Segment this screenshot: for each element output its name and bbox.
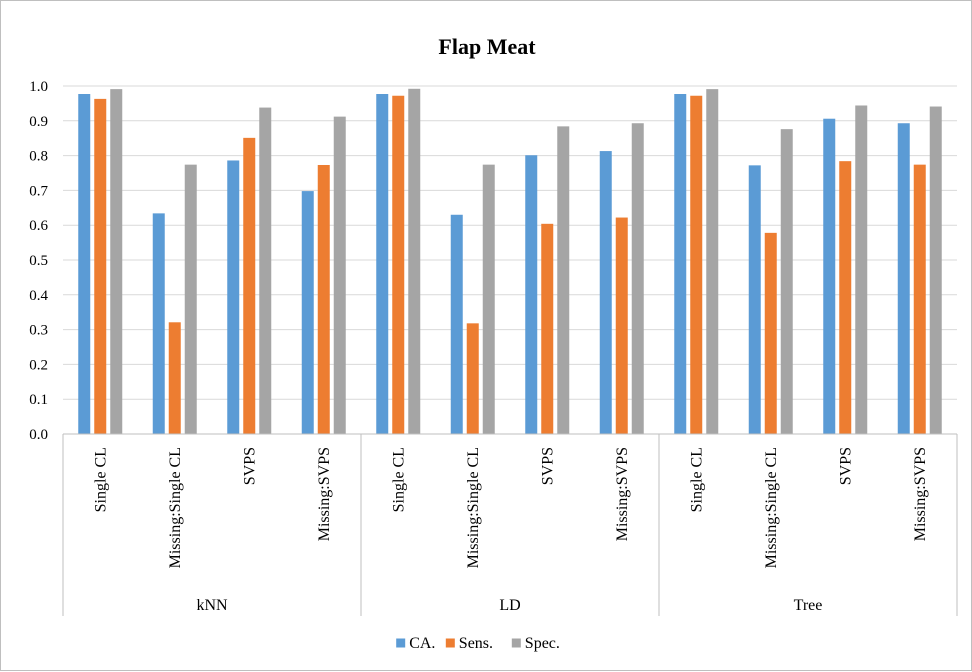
bar — [94, 98, 107, 434]
bars — [78, 88, 942, 435]
bar — [541, 223, 554, 434]
bar — [450, 214, 463, 434]
legend-swatch — [445, 638, 455, 648]
legend-swatch — [511, 638, 521, 648]
y-tick-label: 0.0 — [29, 427, 48, 443]
x-group-label: LD — [499, 597, 520, 614]
bar — [913, 164, 926, 434]
bar — [780, 129, 793, 435]
x-group-label: kNN — [196, 597, 228, 614]
legend-label: Spec. — [525, 635, 560, 652]
bar — [674, 94, 687, 434]
bar — [376, 94, 389, 434]
bar — [152, 213, 165, 434]
y-tick-label: 0.2 — [29, 357, 48, 373]
x-category-label: Missing:SVPS — [614, 447, 631, 541]
y-tick-label: 0.9 — [29, 114, 48, 130]
legend-label: CA. — [409, 635, 435, 652]
bar — [706, 89, 719, 434]
gridlines — [63, 85, 957, 435]
bar — [897, 123, 910, 435]
bar — [317, 164, 330, 434]
bar — [839, 161, 852, 434]
bar — [615, 217, 628, 434]
legend-swatch — [396, 638, 406, 648]
y-tick-label: 0.6 — [29, 218, 48, 234]
bar — [243, 137, 256, 435]
bar — [168, 322, 181, 434]
x-category-label: Single CL — [92, 447, 109, 512]
bar — [78, 94, 91, 434]
bar — [599, 151, 612, 435]
y-tick-label: 0.5 — [29, 253, 48, 269]
legend-label: Sens. — [459, 635, 493, 652]
bar — [301, 191, 314, 434]
bar — [466, 323, 479, 434]
bar — [557, 126, 570, 435]
y-tick-label: 1.0 — [29, 79, 48, 95]
axes: 0.0 0.1 0.2 0.3 0.4 0.5 0.6 0.7 0.8 0.9 1.0 Single … — [29, 79, 958, 616]
bar — [482, 164, 495, 434]
x-group-label: Tree — [794, 597, 823, 614]
bar — [823, 118, 836, 434]
x-category-label: SVPS — [539, 447, 556, 485]
x-category-label: SVPS — [241, 447, 258, 485]
x-category-label: Single CL — [688, 447, 705, 512]
bar — [690, 95, 703, 434]
bar — [408, 88, 421, 434]
y-tick-label: 0.3 — [29, 323, 48, 339]
bar — [764, 232, 777, 434]
bar — [227, 160, 240, 435]
bar — [631, 123, 644, 435]
y-tick-label: 0.4 — [29, 288, 48, 304]
x-category-label: Single CL — [390, 447, 407, 512]
x-category-label: SVPS — [837, 447, 854, 485]
bar — [392, 95, 405, 434]
x-category-label: Missing:Single CL — [465, 447, 482, 568]
y-tick-label: 0.1 — [29, 392, 48, 408]
bar — [929, 106, 942, 435]
x-category-label: Missing:Single CL — [167, 447, 184, 568]
legend: CA. Sens. Spec. — [396, 635, 560, 652]
y-tick-label: 0.8 — [29, 149, 48, 165]
x-category-label: Missing:SVPS — [912, 447, 929, 541]
bar — [184, 164, 197, 434]
bar — [110, 89, 123, 434]
chart-title: Flap Meat — [438, 34, 536, 59]
x-category-label: Missing:Single CL — [763, 447, 780, 568]
bar — [748, 165, 761, 434]
y-tick-label: 0.7 — [29, 183, 48, 199]
bar — [525, 155, 538, 434]
bar — [855, 105, 868, 434]
x-category-label: Missing:SVPS — [316, 447, 333, 541]
bar — [259, 107, 272, 435]
bar — [333, 116, 346, 435]
